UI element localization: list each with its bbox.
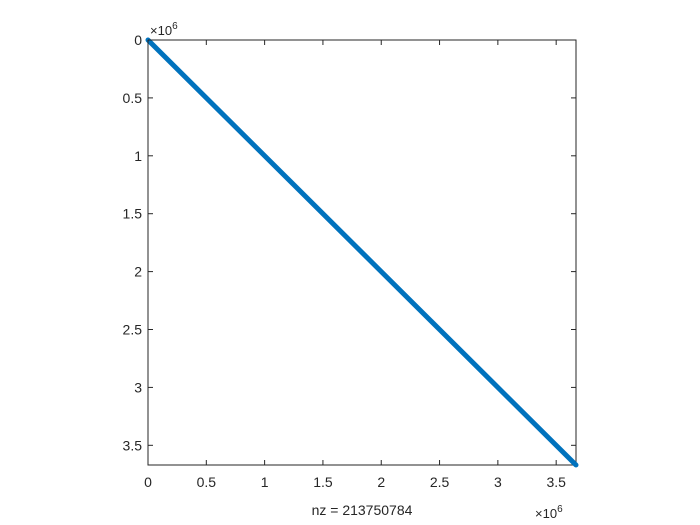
y-tick-label: 3: [134, 379, 142, 395]
x-axis-exponent: ×106: [535, 504, 563, 521]
x-tick-label: 1: [261, 474, 269, 490]
y-axis-ticks: 0 0.5 1 1.5 2 2.5 3 3.5: [123, 32, 576, 453]
x-tick-label: 0.5: [197, 474, 217, 490]
x-tick-label: 2.5: [430, 474, 450, 490]
x-exponent-value: 6: [557, 504, 563, 515]
y-tick-label: 2: [134, 264, 142, 280]
diagonal-nonzero-band: [145, 37, 579, 468]
y-tick-label: 2.5: [123, 322, 143, 338]
y-tick-label: 0.5: [123, 90, 143, 106]
y-tick-label: 0: [134, 32, 142, 48]
y-tick-label: 1: [134, 148, 142, 164]
x-tick-label: 2: [377, 474, 385, 490]
y-tick-label: 3.5: [123, 437, 143, 453]
x-tick-label: 0: [144, 474, 152, 490]
y-axis-exponent: ×106: [150, 21, 178, 38]
x-axis-label: nz = 213750784: [312, 502, 413, 518]
x-tick-label: 3: [494, 474, 502, 490]
x-tick-label: 1.5: [313, 474, 333, 490]
y-tick-label: 1.5: [123, 206, 143, 222]
x-axis-ticks: 0 0.5 1 1.5 2 2.5 3 3.5: [144, 40, 566, 490]
x-tick-label: 3.5: [546, 474, 566, 490]
y-exponent-value: 6: [172, 21, 178, 32]
